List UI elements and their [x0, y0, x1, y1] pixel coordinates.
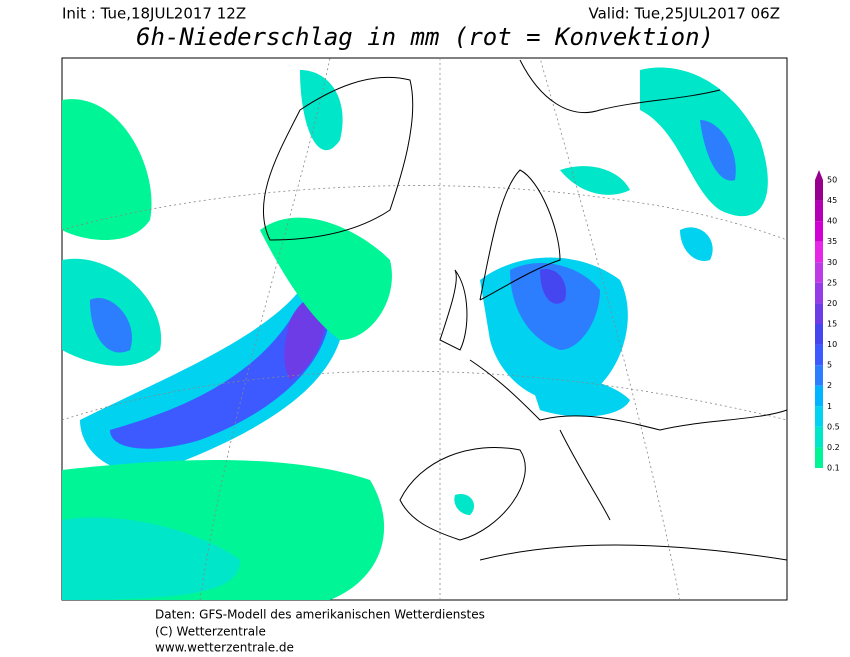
- legend-label: 0.5: [827, 422, 840, 431]
- legend-swatch: [815, 282, 823, 304]
- legend-swatch: [815, 426, 823, 448]
- legend-label: 2: [827, 381, 832, 390]
- legend-swatch: [815, 180, 823, 201]
- valid-time: Valid: Tue,25JUL2017 06Z: [588, 5, 780, 23]
- footer-line: www.wetterzentrale.de: [155, 641, 294, 655]
- legend-swatch: [815, 324, 823, 345]
- legend-arrow: [815, 170, 823, 180]
- legend-label: 0.2: [827, 443, 840, 452]
- footer-line: (C) Wetterzentrale: [155, 625, 266, 639]
- legend-label: 1: [827, 402, 832, 411]
- legend-label: 0.1: [827, 464, 840, 473]
- footer-line: Daten: GFS-Modell des amerikanischen Wet…: [155, 608, 485, 622]
- legend-label: 5: [827, 361, 832, 370]
- legend-label: 45: [827, 196, 837, 205]
- legend-swatch: [815, 262, 823, 283]
- legend-label: 10: [827, 340, 837, 349]
- legend-label: 40: [827, 217, 837, 226]
- coastlines: [262, 59, 788, 561]
- legend-swatch: [815, 221, 823, 242]
- legend-label: 30: [827, 258, 837, 267]
- legend-swatch: [815, 365, 823, 386]
- legend-swatch: [815, 303, 823, 324]
- legend-swatch: [815, 385, 823, 407]
- legend-label: 35: [827, 237, 837, 246]
- color-legend: 50 45 40 35 30 25 20 15 10 5 2 1 0.5 0.2 0.1: [815, 170, 840, 473]
- map: [61, 57, 788, 601]
- legend-swatch: [815, 406, 823, 427]
- legend-label: 50: [827, 176, 837, 185]
- legend-label: 15: [827, 320, 837, 329]
- legend-label: 25: [827, 278, 837, 287]
- init-time: Init : Tue,18JUL2017 12Z: [62, 5, 246, 23]
- graticule: [61, 57, 788, 601]
- legend-swatch: [815, 200, 823, 222]
- legend-label: 20: [827, 299, 837, 308]
- legend-swatch: [815, 344, 823, 366]
- legend-swatch: [815, 241, 823, 263]
- precipitation: [62, 67, 768, 600]
- map-title: 6h-Niederschlag in mm (rot = Konvektion): [136, 23, 714, 51]
- legend-swatch: [815, 447, 823, 468]
